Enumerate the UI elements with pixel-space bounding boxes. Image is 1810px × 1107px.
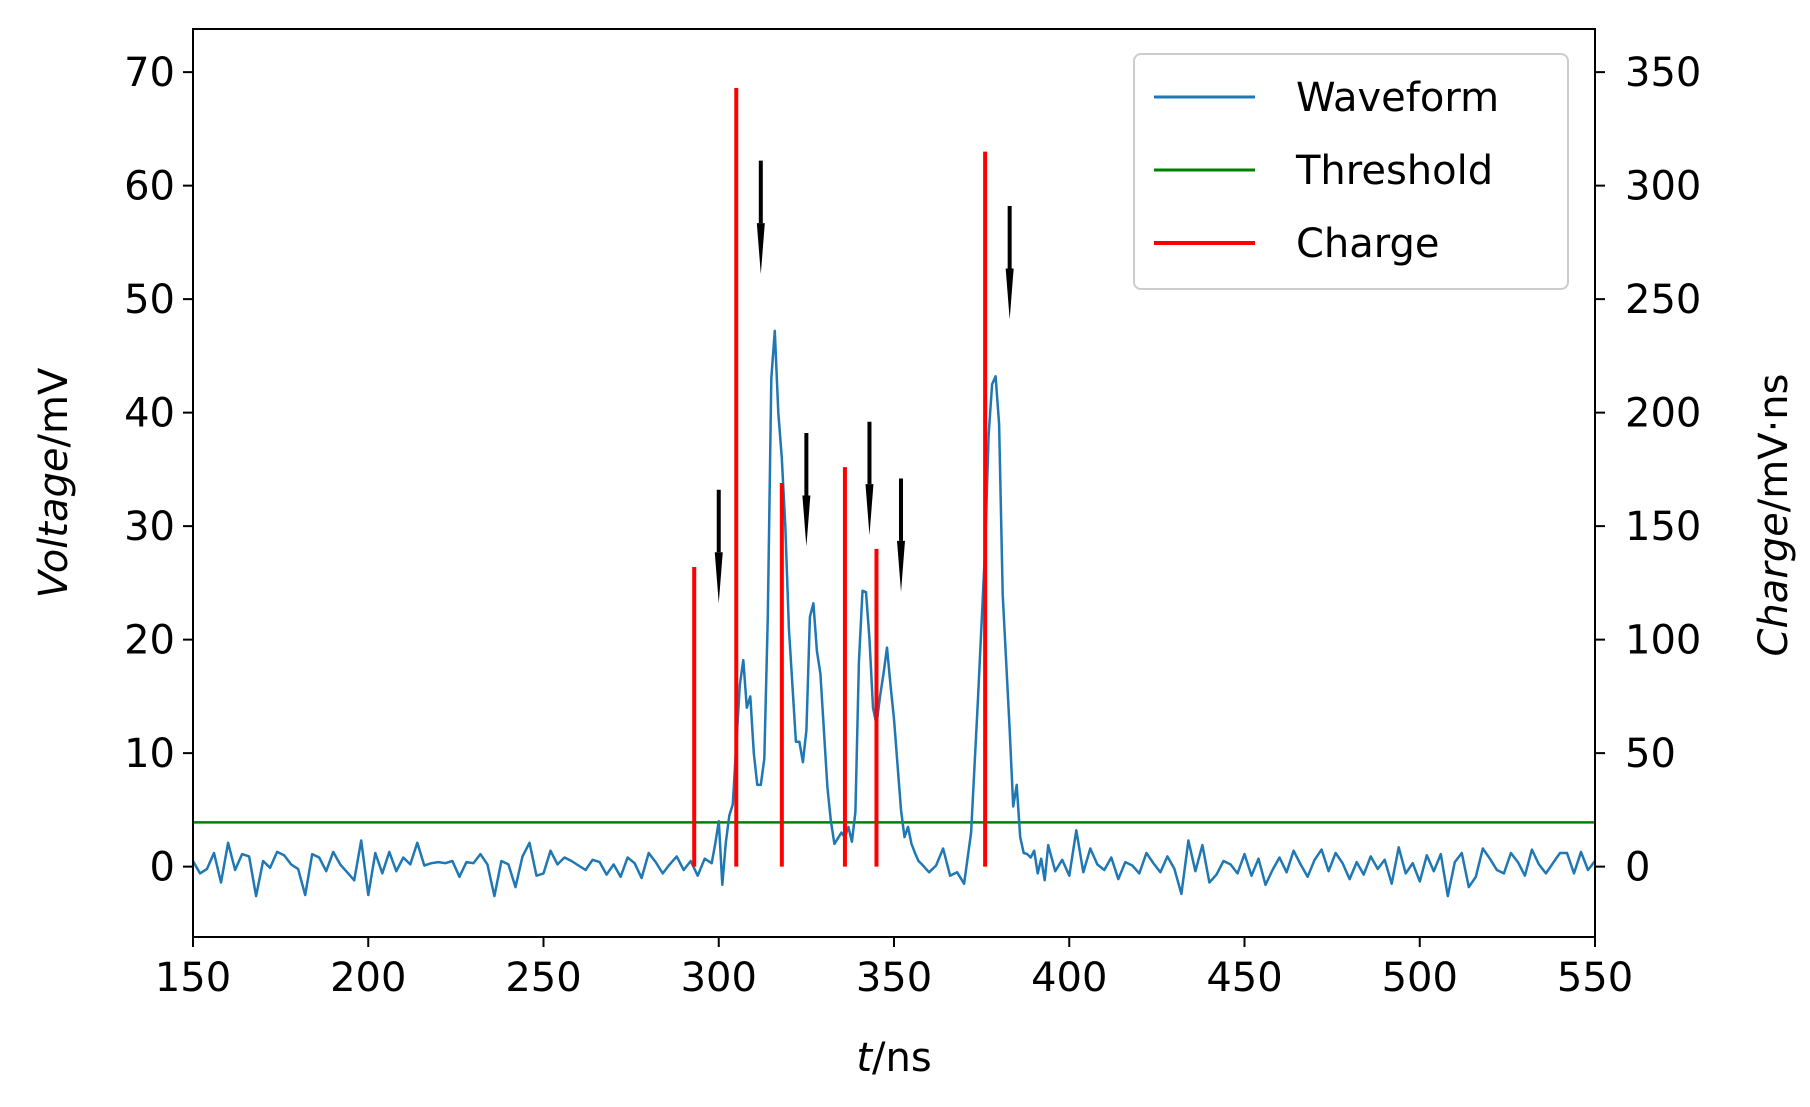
y-left-tick-label: 60 (124, 164, 175, 210)
y-left-tick-label: 10 (124, 731, 175, 777)
x-tick-label: 500 (1382, 955, 1458, 1001)
y-left-tick-label: 40 (124, 391, 175, 437)
x-axis-title: t/ns (856, 1035, 931, 1081)
legend-charge-label: Charge (1296, 221, 1440, 267)
plot-content (191, 88, 1596, 898)
peak-arrow (756, 160, 765, 275)
legend-waveform-label: Waveform (1296, 75, 1499, 121)
y-axis-right: 0 50 100 150 200 250 300 350 (1595, 50, 1701, 891)
y-right-tick-label: 300 (1625, 164, 1701, 210)
x-tick-label: 400 (1031, 955, 1107, 1001)
waveform-layer (191, 329, 1596, 898)
y-left-tick-label: 20 (124, 618, 175, 664)
waveform-line (191, 329, 1596, 898)
y-axis-right-title: Charge/mV·ns (1751, 374, 1797, 657)
y-axis-left-title: Voltage/mV·ns/mV (31, 367, 77, 598)
legend: Waveform Threshold Charge (1133, 53, 1569, 290)
y-left-tick-label: 30 (124, 504, 175, 550)
y-right-tick-label: 250 (1625, 277, 1701, 323)
peak-arrow (897, 478, 906, 592)
legend-box (1133, 53, 1569, 290)
x-tick-label: 350 (856, 955, 932, 1001)
x-tick-label: 150 (155, 955, 231, 1001)
peak-arrow (802, 433, 811, 547)
y-right-tick-label: 50 (1625, 731, 1676, 777)
y-left-tick-label: 0 (150, 845, 175, 891)
x-tick-label: 550 (1557, 955, 1633, 1001)
charge-layer (692, 88, 988, 867)
y-axis-left: 0 10 20 30 40 50 60 70 (124, 50, 193, 891)
y-left-tick-label: 70 (124, 50, 175, 96)
x-tick-label: 250 (505, 955, 581, 1001)
y-right-tick-label: 350 (1625, 50, 1701, 96)
y-left-tick-label: 50 (124, 277, 175, 323)
x-tick-label: 200 (330, 955, 406, 1001)
peak-arrow (865, 421, 874, 536)
peak-arrow (714, 489, 723, 604)
y-right-tick-label: 100 (1625, 618, 1701, 664)
peak-arrow (1005, 206, 1014, 320)
y-right-tick-label: 0 (1625, 845, 1650, 891)
x-tick-label: 300 (681, 955, 757, 1001)
x-tick-label: 450 (1206, 955, 1282, 1001)
legend-threshold-label: Threshold (1295, 148, 1493, 194)
x-axis: 150 200 250 300 350 400 450 500 550 (155, 937, 1633, 1001)
arrow-layer (714, 160, 1014, 604)
y-right-tick-label: 150 (1625, 504, 1701, 550)
y-right-tick-label: 200 (1625, 391, 1701, 437)
